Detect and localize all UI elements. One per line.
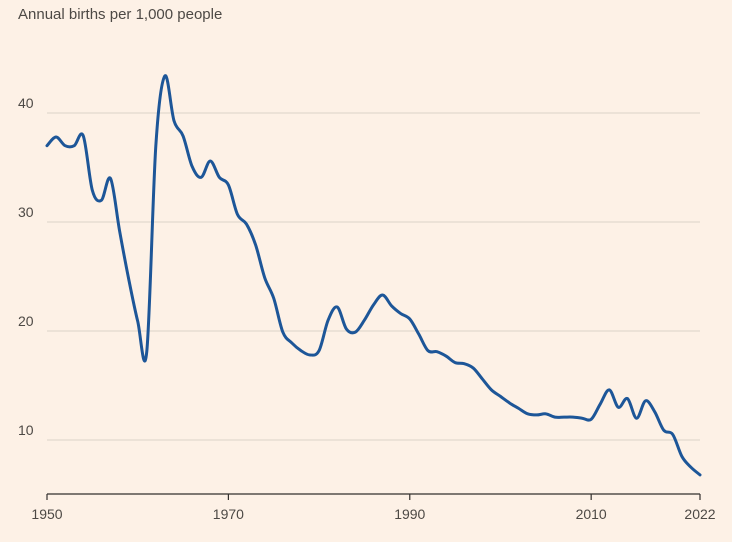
y-tick-label-20: 20	[18, 313, 34, 329]
series-line-0	[45, 74, 702, 477]
x-tick-label-2010: 2010	[576, 506, 607, 522]
x-axis: 1950 1970 1990 2010 2022	[31, 493, 716, 522]
y-axis: 10 20 30 40	[18, 95, 34, 438]
y-tick-label-40: 40	[18, 95, 34, 111]
x-tick-label-1950: 1950	[31, 506, 62, 522]
x-tick-label-1970: 1970	[213, 506, 244, 522]
x-tick-label-1990: 1990	[394, 506, 425, 522]
y-tick-label-10: 10	[18, 422, 34, 438]
x-tick-label-2022: 2022	[684, 506, 715, 522]
chart-subtitle: Annual births per 1,000 people	[18, 6, 222, 23]
series-group	[45, 74, 702, 477]
gridlines	[47, 112, 700, 441]
y-tick-label-30: 30	[18, 204, 34, 220]
